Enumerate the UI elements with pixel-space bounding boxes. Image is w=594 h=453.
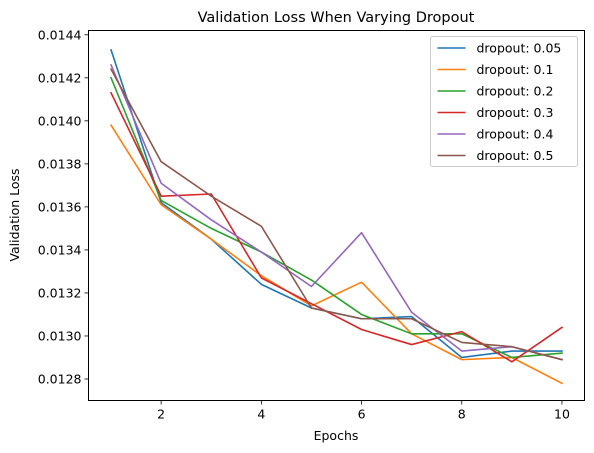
y-tick-label: 0.0128 — [38, 371, 82, 386]
legend-label: dropout: 0.1 — [477, 62, 554, 77]
x-tick-label: 6 — [358, 407, 366, 422]
x-tick-label: 4 — [257, 407, 265, 422]
y-tick-label: 0.0144 — [38, 27, 82, 42]
y-tick-label: 0.0140 — [38, 113, 82, 128]
plot-area-frame — [88, 30, 585, 401]
y-tick-label: 0.0142 — [38, 70, 82, 85]
series-line-dropout-0-4 — [110, 63, 563, 361]
legend-label: dropout: 0.2 — [477, 84, 554, 99]
series-line-dropout-0-3 — [109, 91, 564, 363]
y-tick-label: 0.0136 — [38, 199, 82, 214]
x-tick-label: 10 — [554, 407, 570, 422]
series-line-dropout-0-5 — [109, 68, 563, 361]
y-tick-label: 0.0132 — [38, 285, 82, 300]
series-layer — [109, 48, 564, 385]
x-tick-label: 8 — [458, 407, 466, 422]
chart-title: Validation Loss When Varying Dropout — [198, 10, 475, 26]
y-tick-label: 0.0134 — [38, 242, 82, 257]
legend-label: dropout: 0.3 — [477, 105, 554, 120]
y-tick-label: 0.0138 — [38, 156, 82, 171]
y-axis-label: Validation Loss — [7, 168, 22, 261]
legend: dropout: 0.05 dropout: 0.1 dropout: 0.2 dro… — [430, 36, 578, 167]
x-axis-label: Epochs — [314, 428, 359, 443]
y-tick-label: 0.0130 — [38, 328, 82, 343]
series-line-dropout-0-1 — [109, 124, 564, 385]
legend-label: dropout: 0.4 — [477, 127, 554, 142]
ticks-layer: 2 4 6 8 10 0.0128 0.0130 0.0132 0.0134 0.0136 0.01… — [38, 27, 570, 421]
x-tick-label: 2 — [157, 407, 165, 422]
legend-label: dropout: 0.05 — [477, 41, 562, 56]
legend-label: dropout: 0.5 — [477, 148, 554, 163]
series-line-dropout-0-2 — [110, 76, 563, 359]
legend-box — [430, 36, 578, 167]
